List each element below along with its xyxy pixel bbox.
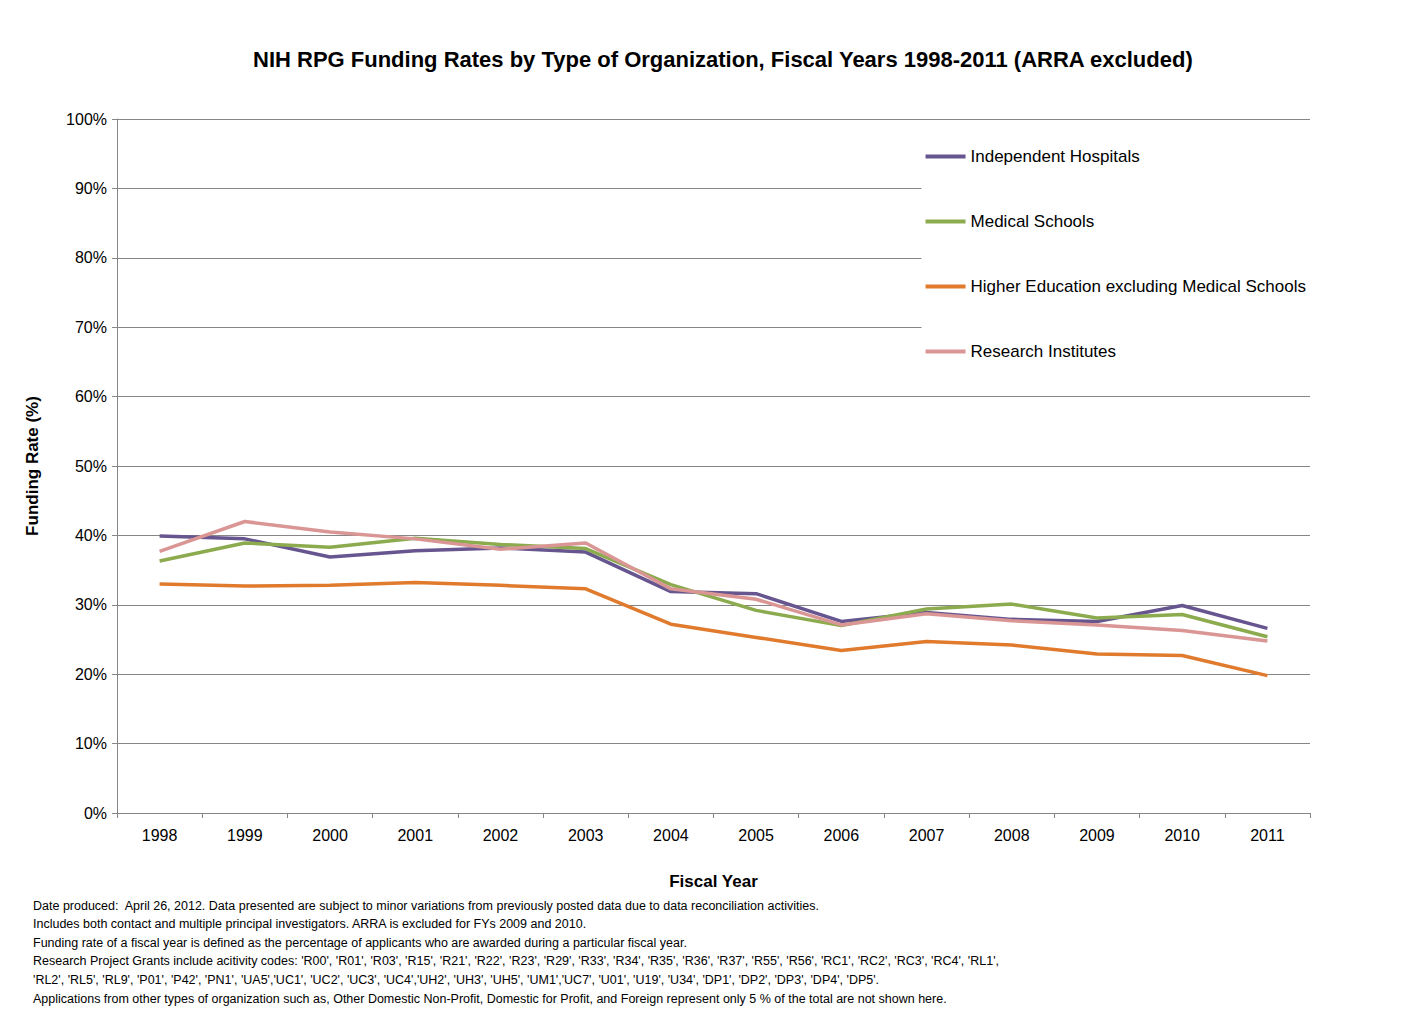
svg-text:Applications from other types: Applications from other types of organiz… <box>33 992 947 1006</box>
svg-text:90%: 90% <box>75 180 107 197</box>
svg-text:20%: 20% <box>75 666 107 683</box>
svg-text:Higher Education excluding Med: Higher Education excluding Medical Schoo… <box>971 277 1306 296</box>
svg-text:Research Institutes: Research Institutes <box>971 342 1117 361</box>
svg-text:30%: 30% <box>75 596 107 613</box>
svg-text:70%: 70% <box>75 319 107 336</box>
svg-text:Includes both contact and mult: Includes both contact and multiple princ… <box>33 917 586 931</box>
svg-text:2008: 2008 <box>994 827 1030 844</box>
svg-text:2005: 2005 <box>738 827 774 844</box>
svg-text:10%: 10% <box>75 735 107 752</box>
svg-text:60%: 60% <box>75 388 107 405</box>
svg-text:'RL2', 'RL5', 'RL9', 'P01', 'P: 'RL2', 'RL5', 'RL9', 'P01', 'P42', 'PN1'… <box>33 973 879 987</box>
svg-text:2007: 2007 <box>909 827 945 844</box>
svg-text:NIH RPG Funding Rates by Type: NIH RPG Funding Rates by Type of Organiz… <box>253 47 1193 72</box>
svg-text:2006: 2006 <box>824 827 860 844</box>
svg-text:2002: 2002 <box>483 827 519 844</box>
svg-text:Fiscal Year: Fiscal Year <box>669 872 758 891</box>
svg-text:Medical Schools: Medical Schools <box>971 212 1095 231</box>
svg-text:2004: 2004 <box>653 827 689 844</box>
svg-text:80%: 80% <box>75 249 107 266</box>
svg-text:1998: 1998 <box>142 827 178 844</box>
svg-text:1999: 1999 <box>227 827 263 844</box>
svg-text:2009: 2009 <box>1079 827 1115 844</box>
svg-text:2011: 2011 <box>1250 827 1285 844</box>
svg-text:Independent Hospitals: Independent Hospitals <box>971 147 1140 166</box>
svg-text:2000: 2000 <box>312 827 348 844</box>
svg-text:2010: 2010 <box>1164 827 1200 844</box>
svg-text:40%: 40% <box>75 527 107 544</box>
svg-text:Research Project Grants includ: Research Project Grants include acitivit… <box>33 954 999 968</box>
svg-text:2003: 2003 <box>568 827 604 844</box>
svg-text:Funding rate of a fiscal year: Funding rate of a fiscal year is defined… <box>33 936 687 950</box>
svg-text:50%: 50% <box>75 458 107 475</box>
svg-text:0%: 0% <box>84 805 107 822</box>
svg-text:100%: 100% <box>66 111 107 128</box>
svg-text:Funding Rate (%): Funding Rate (%) <box>23 396 42 536</box>
svg-text:Date produced: April 26, 2012: Date produced: April 26, 2012. Data pres… <box>33 899 819 913</box>
svg-text:2001: 2001 <box>397 827 433 844</box>
